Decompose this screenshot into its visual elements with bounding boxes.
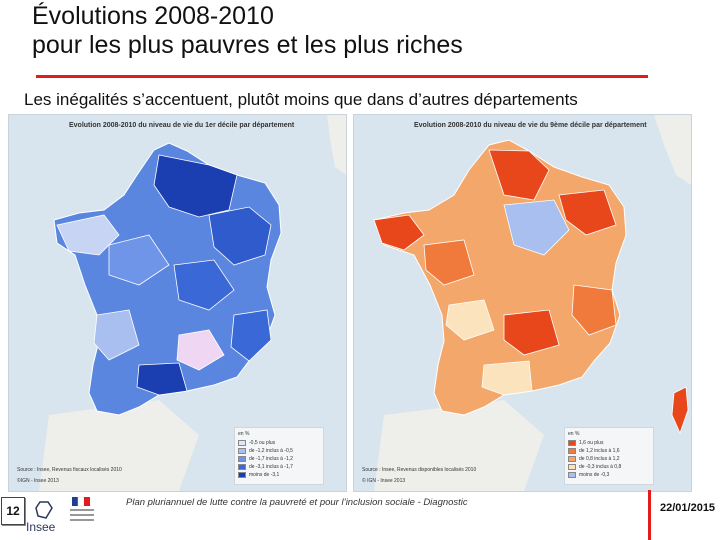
- legend-item: de -1,7 inclus à -1,2: [238, 455, 320, 463]
- legend-item: de -0,3 inclus à 0,8: [568, 463, 650, 471]
- insee-logo-text: Insee: [26, 520, 56, 534]
- map-copyright: © IGN - Insee 2013: [362, 478, 406, 484]
- map-source: Source : Insee, Revenus fiscaux localisé…: [17, 467, 122, 473]
- legend-title: en %: [238, 431, 250, 437]
- legend-label: moins de -3,1: [249, 472, 280, 478]
- map-first-decile: Evolution 2008-2010 du niveau de vie du …: [8, 114, 347, 492]
- legend-label: de 0,8 inclus à 1,2: [579, 456, 620, 462]
- legend-swatch: [568, 456, 576, 462]
- legend-item: de -1,2 inclus à -0,5: [238, 447, 320, 455]
- map-legend: en % 1,6 ou plus de 1,2 inclus à 1,6 de …: [564, 427, 654, 485]
- legend-label: de -3,1 inclus à -1,7: [249, 464, 293, 470]
- insee-logo: Insee: [26, 500, 62, 534]
- marianne-logo-icon: [70, 496, 94, 521]
- footer-accent-bar: [648, 490, 651, 540]
- slide-title: Évolutions 2008-2010 pour les plus pauvr…: [32, 2, 672, 60]
- legend-label: 1,6 ou plus: [579, 440, 604, 446]
- legend-swatch: [568, 464, 576, 470]
- legend-label: de -1,2 inclus à -0,5: [249, 448, 293, 454]
- france-map-first-decile: [9, 115, 346, 491]
- map-title: Evolution 2008-2010 du niveau de vie du …: [69, 122, 295, 129]
- legend-swatch: [238, 440, 246, 446]
- insee-emblem-icon: [35, 501, 53, 519]
- map-ninth-decile: Evolution 2008-2010 du niveau de vie du …: [353, 114, 692, 492]
- legend-label: -0,5 ou plus: [249, 440, 276, 446]
- legend-item: de 0,8 inclus à 1,2: [568, 455, 650, 463]
- title-underline: [36, 75, 648, 78]
- legend-item: moins de -3,1: [238, 471, 320, 479]
- footer-date: 22/01/2015: [660, 502, 716, 514]
- slide-subtitle: Les inégalités s’accentuent, plutôt moin…: [24, 90, 578, 109]
- legend-item: -0,5 ou plus: [238, 439, 320, 447]
- map-source: Source : Insee, Revenus disponibles loca…: [362, 467, 477, 473]
- legend-label: de 1,2 inclus à 1,6: [579, 448, 620, 454]
- map-copyright: ©IGN - Insee 2013: [17, 478, 59, 484]
- legend-swatch: [238, 472, 246, 478]
- legend-label: de -0,3 inclus à 0,8: [579, 464, 622, 470]
- legend-title: en %: [568, 431, 580, 437]
- title-line-1: Évolutions 2008-2010: [32, 2, 274, 30]
- map-legend: en % -0,5 ou plus de -1,2 inclus à -0,5 …: [234, 427, 324, 485]
- legend-swatch: [568, 448, 576, 454]
- map-title: Evolution 2008-2010 du niveau de vie du …: [414, 122, 647, 129]
- legend-item: de 1,2 inclus à 1,6: [568, 447, 650, 455]
- page-number: 12: [1, 497, 25, 525]
- legend-swatch: [568, 472, 576, 478]
- legend-swatch: [238, 464, 246, 470]
- france-map-ninth-decile: [354, 115, 691, 491]
- legend-item: 1,6 ou plus: [568, 439, 650, 447]
- legend-swatch: [238, 448, 246, 454]
- legend-label: de -1,7 inclus à -1,2: [249, 456, 293, 462]
- legend-label: moins de -0,3: [579, 472, 610, 478]
- legend-swatch: [568, 440, 576, 446]
- title-line-2: pour les plus pauvres et les plus riches: [32, 31, 463, 59]
- legend-item: de -3,1 inclus à -1,7: [238, 463, 320, 471]
- government-logo: [66, 495, 98, 529]
- legend-item: moins de -0,3: [568, 471, 650, 479]
- legend-swatch: [238, 456, 246, 462]
- footer-text: Plan pluriannuel de lutte contre la pauv…: [126, 497, 468, 508]
